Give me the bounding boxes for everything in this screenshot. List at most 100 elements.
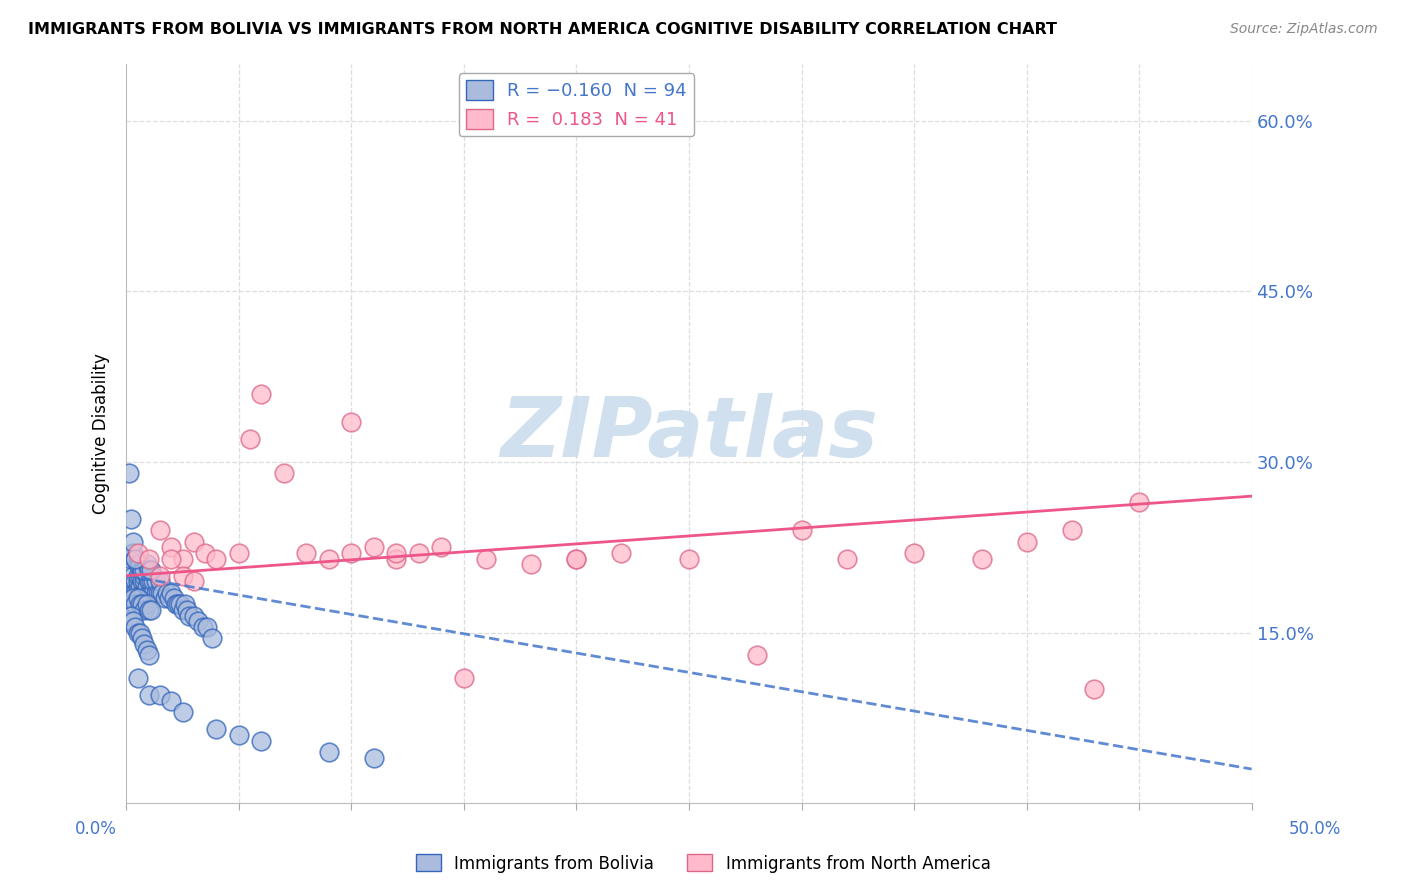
- Point: [134, 603, 156, 617]
- Point: [340, 415, 363, 429]
- Point: [176, 603, 198, 617]
- Point: [167, 597, 190, 611]
- Point: [149, 586, 172, 600]
- Point: [131, 597, 153, 611]
- Point: [127, 591, 149, 606]
- Point: [183, 574, 205, 589]
- Point: [475, 551, 498, 566]
- Point: [122, 534, 145, 549]
- Point: [295, 546, 318, 560]
- Point: [205, 723, 228, 737]
- Text: ZIPatlas: ZIPatlas: [501, 393, 877, 475]
- Point: [194, 546, 217, 560]
- Point: [124, 551, 146, 566]
- Text: 0.0%: 0.0%: [75, 820, 117, 838]
- Point: [142, 574, 165, 589]
- Point: [128, 625, 150, 640]
- Point: [146, 586, 169, 600]
- Point: [157, 591, 180, 606]
- Point: [172, 551, 194, 566]
- Text: IMMIGRANTS FROM BOLIVIA VS IMMIGRANTS FROM NORTH AMERICA COGNITIVE DISABILITY CO: IMMIGRANTS FROM BOLIVIA VS IMMIGRANTS FR…: [28, 22, 1057, 37]
- Point: [160, 541, 183, 555]
- Point: [127, 568, 149, 582]
- Point: [970, 551, 993, 566]
- Point: [318, 745, 340, 759]
- Point: [565, 551, 588, 566]
- Point: [138, 603, 160, 617]
- Point: [127, 558, 149, 572]
- Point: [239, 432, 262, 446]
- Point: [131, 586, 153, 600]
- Point: [127, 574, 149, 589]
- Point: [172, 568, 194, 582]
- Point: [134, 637, 156, 651]
- Point: [363, 750, 385, 764]
- Point: [138, 574, 160, 589]
- Point: [385, 551, 408, 566]
- Point: [117, 614, 139, 628]
- Point: [408, 546, 430, 560]
- Point: [179, 608, 201, 623]
- Point: [453, 671, 475, 685]
- Point: [149, 568, 172, 582]
- Point: [135, 642, 157, 657]
- Point: [745, 648, 768, 663]
- Point: [124, 551, 146, 566]
- Point: [169, 597, 191, 611]
- Point: [153, 591, 176, 606]
- Point: [120, 597, 142, 611]
- Point: [131, 563, 153, 577]
- Text: 50.0%: 50.0%: [1288, 820, 1341, 838]
- Point: [1060, 523, 1083, 537]
- Point: [273, 467, 295, 481]
- Point: [156, 586, 179, 600]
- Point: [135, 597, 157, 611]
- Point: [430, 541, 453, 555]
- Point: [124, 620, 146, 634]
- Point: [228, 546, 250, 560]
- Point: [138, 648, 160, 663]
- Point: [1128, 495, 1150, 509]
- Point: [131, 632, 153, 646]
- Point: [127, 546, 149, 560]
- Point: [124, 574, 146, 589]
- Legend: Immigrants from Bolivia, Immigrants from North America: Immigrants from Bolivia, Immigrants from…: [409, 847, 997, 880]
- Point: [162, 591, 184, 606]
- Point: [134, 568, 156, 582]
- Point: [610, 546, 633, 560]
- Point: [250, 386, 273, 401]
- Point: [165, 597, 187, 611]
- Point: [117, 467, 139, 481]
- Point: [183, 534, 205, 549]
- Point: [565, 551, 588, 566]
- Point: [138, 551, 160, 566]
- Point: [191, 620, 214, 634]
- Point: [1015, 534, 1038, 549]
- Point: [124, 597, 146, 611]
- Point: [134, 574, 156, 589]
- Point: [124, 586, 146, 600]
- Point: [139, 603, 162, 617]
- Point: [120, 551, 142, 566]
- Point: [135, 568, 157, 582]
- Point: [195, 620, 218, 634]
- Point: [138, 563, 160, 577]
- Point: [122, 614, 145, 628]
- Y-axis label: Cognitive Disability: Cognitive Disability: [93, 353, 110, 514]
- Point: [835, 551, 858, 566]
- Point: [139, 574, 162, 589]
- Point: [134, 563, 156, 577]
- Point: [127, 625, 149, 640]
- Point: [122, 591, 145, 606]
- Point: [790, 523, 813, 537]
- Point: [131, 563, 153, 577]
- Point: [145, 574, 167, 589]
- Point: [122, 586, 145, 600]
- Point: [138, 563, 160, 577]
- Point: [150, 586, 173, 600]
- Point: [134, 586, 156, 600]
- Point: [122, 568, 145, 582]
- Point: [139, 586, 162, 600]
- Point: [363, 541, 385, 555]
- Point: [127, 580, 149, 594]
